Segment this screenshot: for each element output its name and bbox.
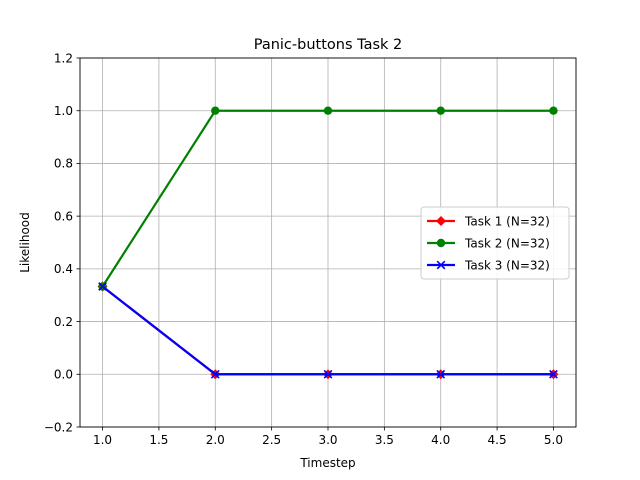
x-tick-label: 5.0 xyxy=(544,433,563,447)
y-tick-label: 0.8 xyxy=(54,157,73,171)
legend-label: Task 1 (N=32) xyxy=(464,215,550,229)
data-point xyxy=(549,106,558,115)
y-tick-label: 1.0 xyxy=(54,104,73,118)
x-tick-label: 4.0 xyxy=(431,433,450,447)
y-tick-label: 0.6 xyxy=(54,209,73,223)
data-point xyxy=(549,369,558,379)
x-tick-label: 2.0 xyxy=(206,433,225,447)
data-point xyxy=(211,106,220,115)
legend-item: Task 3 (N=32) xyxy=(427,259,550,273)
legend-item: Task 1 (N=32) xyxy=(427,215,550,229)
legend-label: Task 3 (N=32) xyxy=(464,259,550,273)
x-tick-label: 3.5 xyxy=(375,433,394,447)
data-point xyxy=(323,106,333,115)
x-axis-label: Timestep xyxy=(299,456,355,470)
legend-box xyxy=(420,206,570,280)
y-axis-label: Likelihood xyxy=(18,212,32,273)
y-tick-label: −0.2 xyxy=(44,420,73,434)
data-point xyxy=(323,369,333,379)
y-tick-label: 0.2 xyxy=(54,315,73,329)
x-tick-label: 4.5 xyxy=(488,433,507,447)
x-tick-label: 3.0 xyxy=(318,433,337,447)
series-task-3 xyxy=(98,282,558,379)
y-axis: −0.2 0.0 0.2 0.4 0.6 0.8 1.0 1.2 xyxy=(44,51,80,434)
legend-label: Task 2 (N=32) xyxy=(464,237,550,251)
legend: Task 1 (N=32) Task 2 (N=32) Task 3 (N=32) xyxy=(420,206,570,280)
y-tick-label: 1.2 xyxy=(54,51,73,65)
data-point xyxy=(436,106,445,115)
chart-title: Panic-buttons Task 2 xyxy=(254,37,403,53)
data-point xyxy=(210,369,220,379)
x-tick-label: 2.5 xyxy=(262,433,281,447)
series-layer xyxy=(97,106,559,380)
legend-item: Task 2 (N=32) xyxy=(427,237,550,251)
data-point xyxy=(98,282,107,291)
x-tick-label: 1.5 xyxy=(149,433,168,447)
legend-marker xyxy=(436,216,446,226)
x-tick-label: 1.0 xyxy=(93,433,112,447)
x-axis: 1.0 1.5 2.0 2.5 3.0 3.5 4.0 4.5 5.0 xyxy=(93,427,563,447)
y-tick-label: 0.0 xyxy=(54,368,73,382)
y-tick-label: 0.4 xyxy=(54,262,73,276)
legend-marker xyxy=(436,238,446,248)
legend-marker xyxy=(436,260,446,270)
data-point xyxy=(436,369,446,379)
